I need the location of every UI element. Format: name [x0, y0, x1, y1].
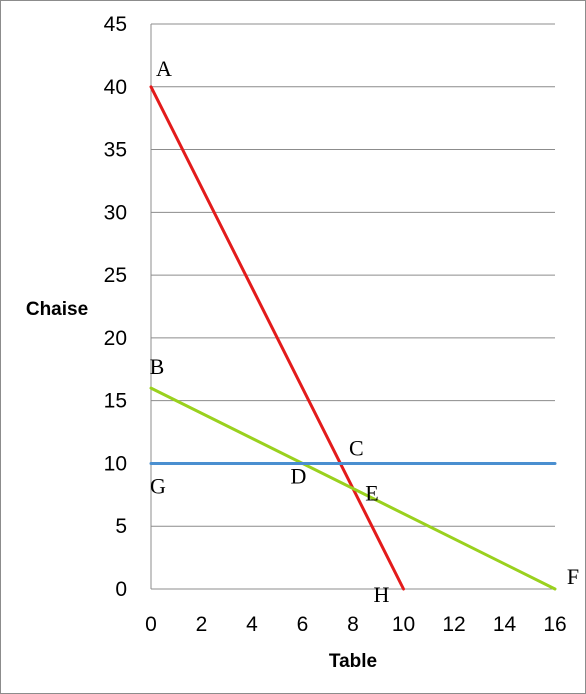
point-labels: A B C D E F G H: [150, 56, 579, 607]
y-tick-label: 40: [104, 76, 127, 99]
tick-labels: 0 5 10 15 20 25 30 35 40 45 0 2 4 6 8 10 12 14 16: [104, 13, 567, 636]
y-tick-label: 30: [104, 201, 127, 224]
point-label-h: H: [374, 582, 390, 607]
point-label-e: E: [365, 481, 378, 506]
y-tick-label: 45: [104, 13, 127, 36]
x-tick-label: 4: [246, 613, 258, 636]
x-tick-label: 14: [493, 613, 517, 636]
x-tick-label: 12: [442, 613, 465, 636]
y-tick-label: 5: [115, 515, 127, 538]
series-lines: [149, 85, 557, 591]
y-tick-label: 10: [104, 452, 127, 475]
series-line-1: [149, 85, 405, 591]
point-label-a: A: [156, 56, 172, 81]
y-tick-label: 20: [104, 327, 127, 350]
x-tick-label: 10: [392, 613, 415, 636]
axes: [150, 24, 555, 590]
x-axis-title: Table: [329, 651, 377, 672]
y-tick-label: 35: [104, 139, 127, 162]
y-tick-label: 15: [104, 390, 127, 413]
point-label-f: F: [567, 564, 579, 589]
x-tick-label: 6: [297, 613, 309, 636]
x-tick-label: 0: [145, 613, 157, 636]
x-tick-label: 2: [196, 613, 208, 636]
y-axis-title: Chaise: [26, 299, 88, 320]
x-tick-label: 8: [347, 613, 359, 636]
point-label-b: B: [150, 354, 165, 379]
point-label-g: G: [150, 473, 166, 498]
x-tick-label: 16: [543, 613, 566, 636]
series-line-2: [149, 386, 557, 591]
y-tick-label: 25: [104, 264, 127, 287]
y-tick-label: 0: [115, 578, 127, 601]
point-label-d: D: [291, 463, 307, 488]
point-label-c: C: [349, 435, 364, 460]
